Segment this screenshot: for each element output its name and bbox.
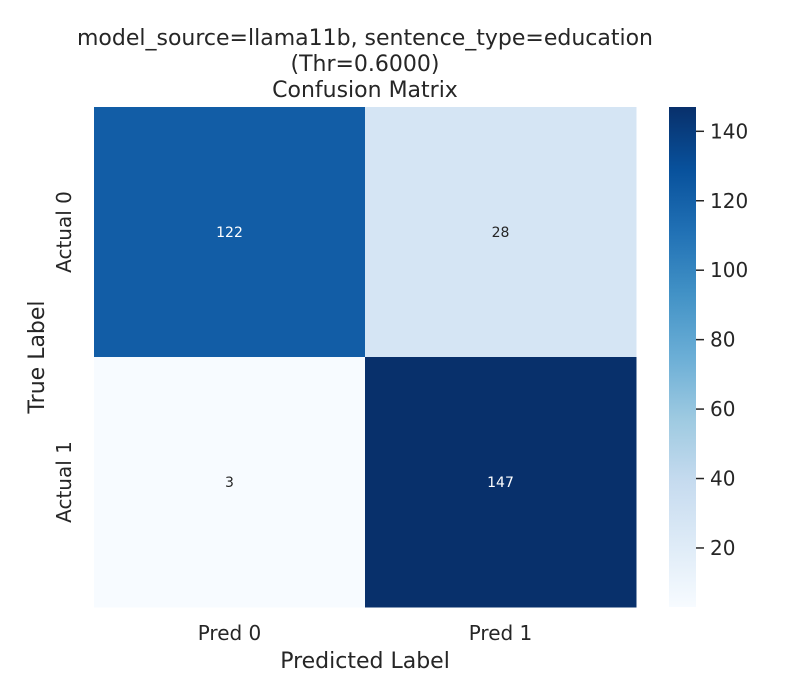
heatmap-annotations: 122 28 3 147 [216,225,514,491]
colorbar [669,107,696,607]
y-tick-labels: Actual 0 Actual 1 [52,191,76,523]
x-tick-label-0: Pred 0 [198,621,262,645]
colorbar-tick-label-2: 60 [710,397,735,421]
cell-value-0-1: 28 [492,225,510,241]
chart-title-line-3: Confusion Matrix [272,78,458,103]
cell-value-1-1: 147 [487,475,514,491]
cell-value-1-0: 3 [225,475,234,491]
cell-value-0-0: 122 [216,225,243,241]
x-axis-label: Predicted Label [280,649,450,674]
chart-title-line-1: model_source=llama11b, sentence_type=edu… [77,26,653,51]
colorbar-tick-label-6: 140 [710,119,748,143]
colorbar-tick-label-1: 40 [710,467,735,491]
x-tick-labels: Pred 0 Pred 1 [198,621,533,645]
colorbar-tick-label-3: 80 [710,328,735,352]
heatmap-cells [94,107,637,608]
colorbar-tick-label-5: 120 [710,189,748,213]
y-axis-label: True Label [25,300,50,414]
y-tick-label-1: Actual 1 [52,441,76,523]
chart-title-line-2: (Thr=0.6000) [290,52,439,77]
colorbar-tick-label-0: 20 [710,536,735,560]
heatmap-cell-1-0 [94,357,366,608]
x-tick-label-1: Pred 1 [469,621,533,645]
heatmap-cell-0-0 [94,107,366,358]
colorbar-tick-label-4: 100 [710,258,748,282]
colorbar-ticks: 20 40 60 80 100 120 140 [696,119,748,560]
y-tick-label-0: Actual 0 [52,191,76,273]
heatmap-cell-1-1 [365,357,637,608]
heatmap-cell-0-1 [365,107,637,358]
